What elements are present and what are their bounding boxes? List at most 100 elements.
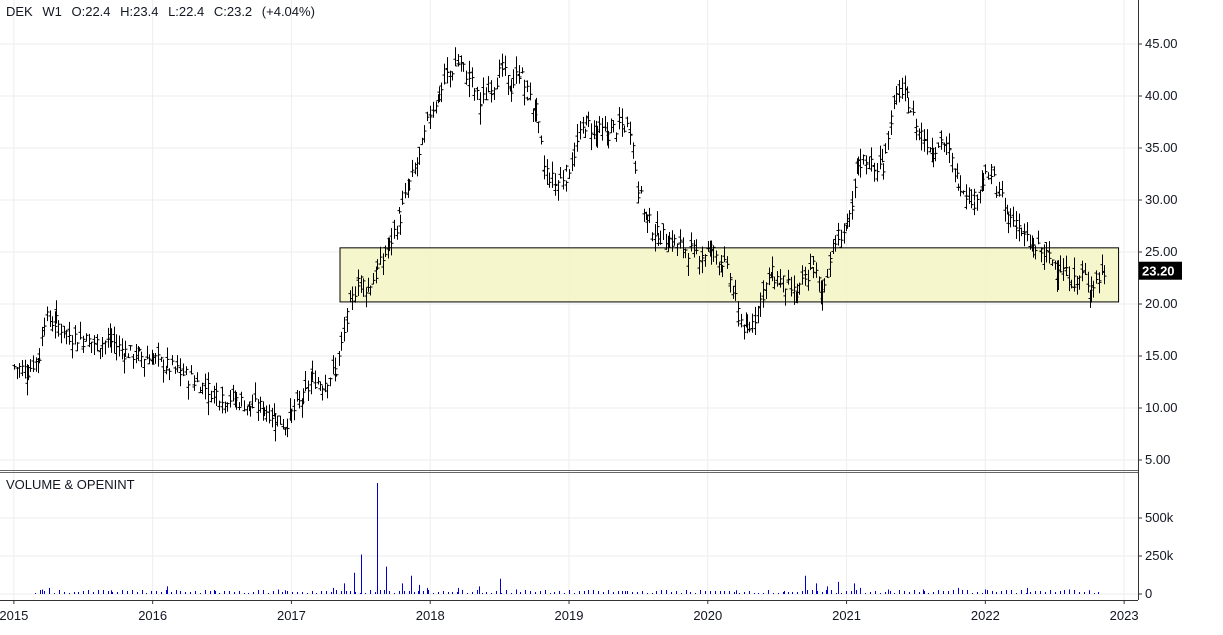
ohlc-bar	[12, 364, 17, 370]
time-tick-label: 2017	[277, 608, 306, 623]
ohlc-bar	[828, 251, 833, 277]
ohlc-bar	[803, 267, 808, 276]
ohlc-bar	[839, 229, 844, 248]
ohlc-bar	[905, 86, 910, 99]
ohlc-bar	[431, 101, 436, 118]
ohlc-bar	[728, 273, 733, 288]
ohlc-bar	[20, 359, 25, 377]
ohlc-bar	[1008, 208, 1013, 228]
ohlc-bar	[126, 353, 131, 359]
ohlc-bar	[811, 266, 816, 279]
ohlc-bar	[906, 97, 911, 114]
ohlc-bar	[478, 92, 483, 117]
ohlc-bar	[389, 228, 394, 256]
ohlc-bar	[453, 47, 458, 67]
ohlc-bar	[239, 391, 244, 407]
ohlc-bar	[955, 163, 960, 179]
support-resistance-zone	[339, 247, 1120, 303]
ohlc-bar	[786, 269, 791, 285]
ohlc-bar	[374, 266, 379, 284]
ohlc-bar	[1094, 270, 1099, 284]
ohlc-bar	[770, 256, 775, 282]
last-price-label: 23.20	[1142, 264, 1175, 279]
ohlc-bar	[1072, 257, 1077, 284]
ohlc-bar	[689, 232, 694, 252]
ohlc-bar	[422, 125, 427, 143]
ohlc-bar	[808, 253, 813, 271]
ohlc-bar	[872, 162, 877, 175]
ohlc-bar	[520, 67, 525, 74]
ohlc-bar	[742, 324, 747, 340]
ohlc-bar	[417, 146, 422, 165]
ohlc-bar	[270, 407, 275, 428]
ohlc-bar	[961, 190, 966, 195]
ohlc-bar	[983, 164, 988, 175]
ohlc-bar	[628, 125, 633, 145]
ohlc-bar	[375, 259, 380, 270]
ohlc-bar	[694, 239, 699, 255]
ohlc-bar	[484, 87, 489, 101]
ohlc-bar	[64, 329, 69, 345]
ohlc-bar	[258, 396, 263, 413]
ohlc-bar	[203, 373, 208, 400]
ohlc-bar	[558, 167, 563, 179]
ohlc-bar	[775, 271, 780, 287]
ohlc-bar	[131, 353, 136, 369]
ohlc-bar	[475, 86, 480, 100]
ohlc-bar	[658, 230, 663, 245]
ohlc-bar	[561, 170, 566, 190]
ohlc-bar	[1011, 206, 1016, 227]
ohlc-bar	[167, 368, 172, 381]
ohlc-bar	[511, 69, 516, 89]
ohlc-bar	[383, 245, 388, 257]
price-tick-label: 15.00	[1145, 348, 1178, 363]
ohlc-bar	[1014, 222, 1019, 239]
ohlc-bar	[323, 374, 328, 393]
ohlc-bar	[313, 370, 318, 390]
ohlc-bar	[547, 172, 552, 188]
ohlc-bar	[428, 105, 433, 129]
ohlc-bar	[156, 342, 161, 367]
ohlc-bar	[81, 343, 86, 353]
ohlc-bar	[353, 286, 358, 303]
ohlc-bar	[128, 345, 133, 351]
ohlc-bar	[817, 276, 822, 292]
ohlc-bar	[722, 246, 727, 263]
ohlc-bar	[686, 252, 691, 277]
ohlc-bar	[1080, 262, 1085, 282]
ohlc-bar	[28, 359, 33, 372]
time-tick-label: 2019	[555, 608, 584, 623]
ohlc-bar	[250, 394, 255, 409]
ohlc-bar	[778, 269, 783, 288]
ohlc-bar	[939, 131, 944, 150]
ohlc-bar	[225, 402, 230, 412]
ohlc-bar	[214, 382, 219, 407]
ohlc-bar	[814, 262, 819, 278]
ohlc-bar	[753, 306, 758, 336]
ohlc-bar	[567, 169, 572, 180]
ohlc-bar	[425, 111, 430, 122]
ohlc-bar	[1102, 265, 1107, 285]
ohlc-bar	[886, 131, 891, 150]
ohlc-bar	[75, 342, 80, 352]
ohlc-bar	[969, 189, 974, 209]
ohlc-bar	[78, 321, 83, 340]
ohlc-bar	[636, 197, 641, 204]
ohlc-bar	[783, 288, 788, 306]
ohlc-bar	[40, 326, 45, 347]
ohlc-bar	[881, 163, 886, 180]
ohlc-bar	[1091, 280, 1096, 298]
ohlc-bar	[611, 120, 616, 133]
ohlc-bar	[908, 110, 913, 113]
ohlc-bar	[994, 186, 999, 198]
ohlc-bar	[764, 282, 769, 299]
ohlc-bar	[806, 269, 811, 291]
time-tick-label: 2022	[971, 608, 1000, 623]
ohlc-bar	[575, 129, 580, 152]
ohlc-bar	[875, 162, 880, 182]
ohlc-bar	[1022, 223, 1027, 247]
ohlc-bar	[878, 145, 883, 170]
